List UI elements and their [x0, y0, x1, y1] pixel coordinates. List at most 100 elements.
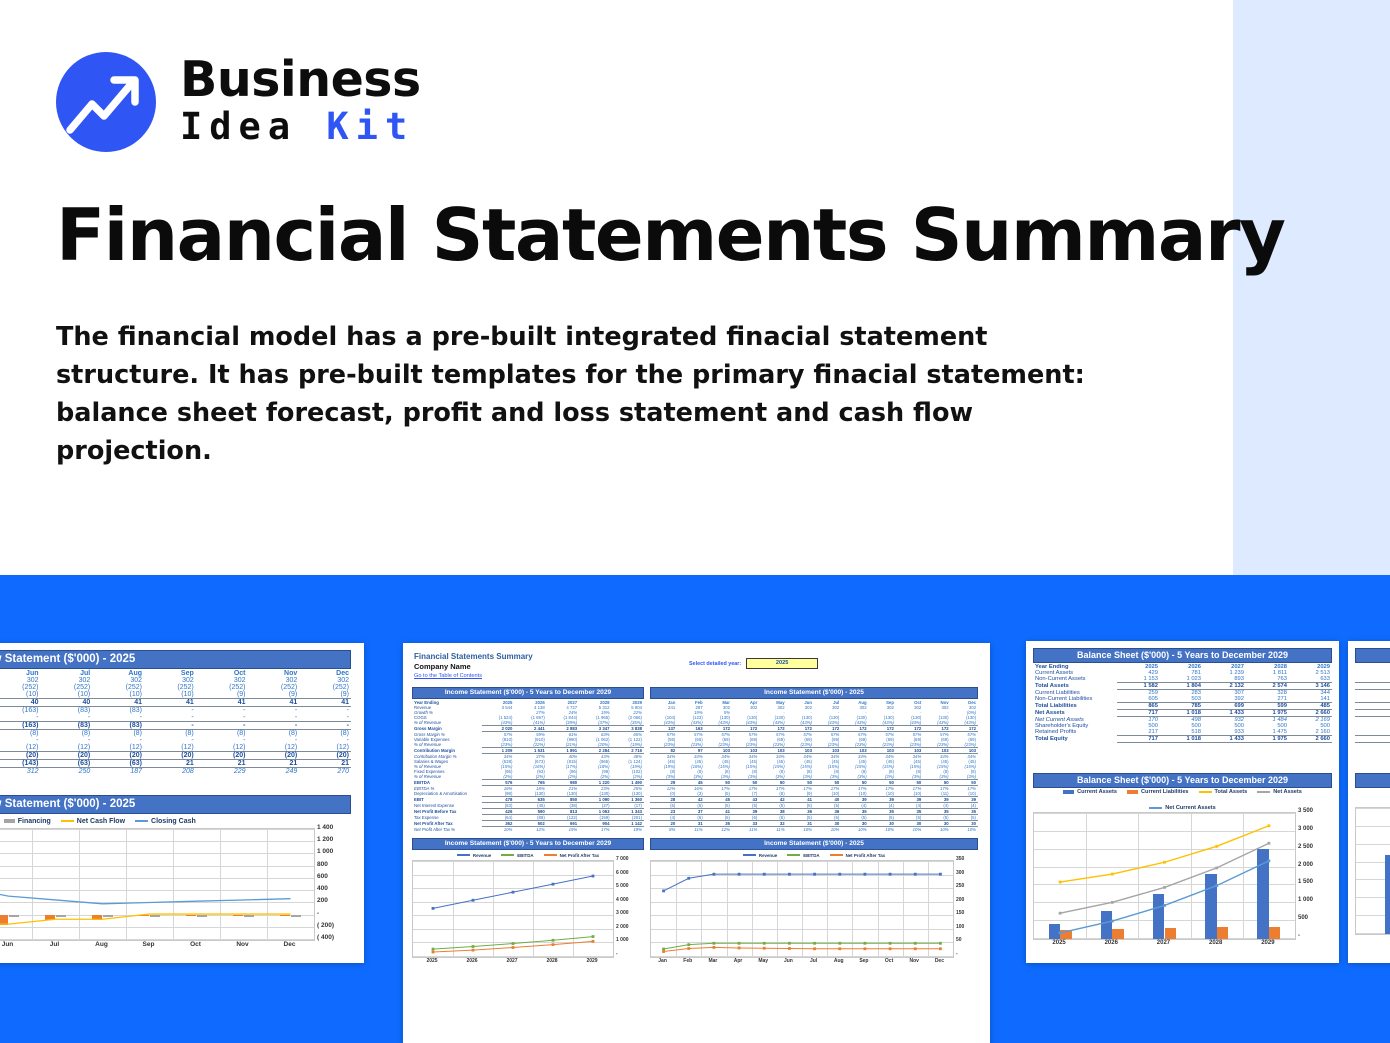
table-cell: 10% [803, 827, 812, 832]
annual-income-statement-table: Year Ending 2025 2026 2027 2028 2029 Revenue 3 … [412, 700, 644, 832]
legend-label: Closing Cash [151, 817, 196, 825]
cash-flow-screenshot[interactable]: Cash Flow Statement ($'000) - 2025 MayJu… [0, 643, 364, 963]
year-selector-input[interactable]: 2025 [746, 658, 819, 669]
table-cell: (16%) [691, 764, 703, 769]
y-axis-tick: - [1298, 933, 1300, 939]
table-cell: (5) [834, 815, 840, 820]
series-marker [1215, 844, 1219, 848]
x-axis-tick: 2029 [586, 958, 598, 964]
table-cell: 485 [1289, 702, 1332, 710]
table-cell: 11% [694, 827, 703, 832]
table-cell: (3%) [775, 774, 785, 779]
series-marker [939, 872, 942, 876]
legend-swatch [787, 854, 801, 856]
table-cell: (12) [284, 744, 298, 751]
series-marker [511, 890, 515, 894]
bar [55, 915, 66, 917]
table-cell: 1 804 [1160, 682, 1203, 690]
legend-item: EBITDA [501, 853, 534, 858]
table-cell: (5) [943, 815, 949, 820]
table-cell: 5 904 [631, 705, 642, 710]
series-marker [431, 950, 435, 954]
table-cell: 2027 [1231, 664, 1244, 670]
gridline [1356, 861, 1390, 863]
table-cell: 40% [568, 754, 578, 759]
page-description: The financial model has a pre-built inte… [56, 322, 1085, 466]
monthly-income-statement: Income Statement ($'000) - 2025 Jan Feb Ma… [650, 687, 978, 832]
series-marker [471, 948, 475, 952]
table-cell: (5) [916, 815, 922, 820]
table-cell: 518 [1191, 729, 1201, 735]
table-cell: 34% [830, 754, 840, 759]
table-cell: 17% [600, 827, 610, 832]
series-marker [788, 947, 791, 950]
table-cell: 50 [704, 779, 732, 786]
series-marker [888, 872, 892, 876]
table-cell: (3%) [693, 774, 703, 779]
gridline [0, 890, 314, 892]
hero-accent-panel [1233, 0, 1390, 575]
balance-sheet-screenshot[interactable]: Balance Sheet ($'000) - 5 Years to Decem… [1026, 641, 1339, 963]
y-axis-tick: 1 000 [616, 937, 629, 944]
gridline-vertical [79, 829, 80, 940]
monthly-income-chart-legend: Revenue EBITDA Net Profit After Tax [650, 850, 978, 860]
table-row: (5) (5) (5) (5) (5) (5) (5) (4) (4) (4) (4) (4) [650, 803, 978, 809]
table-cell: 3 838 [611, 725, 644, 732]
gridline-vertical [676, 861, 678, 957]
table-row: (163)(163)(83)(83)---- [0, 707, 351, 714]
table-row: EBITDA % 16% 18% 21% 23% 25% [412, 786, 644, 791]
legend-swatch [1126, 790, 1138, 794]
plot-area [1033, 812, 1296, 940]
table-cell: Jun [804, 700, 812, 705]
legend-swatch [3, 819, 15, 823]
x-axis-tick: Sep [142, 941, 155, 948]
table-cell: 172 [813, 725, 842, 732]
table-row: Growth % 27% 24% 19% 22% [412, 710, 644, 715]
table-cell: (45) [667, 759, 676, 764]
table-cell: 41 [144, 698, 196, 707]
year-selector[interactable]: Select detailed year: 2025 [689, 658, 819, 669]
row-label: Non-Current Liabilities [1035, 696, 1093, 703]
balance-sheet-monthly-screenshot[interactable]: Jan1 1741241 297936927865121 08150012512… [1348, 641, 1390, 963]
table-cell: (35%) [630, 720, 642, 725]
x-axis-tick: Sep [859, 958, 869, 964]
brand-name-primary: Business [180, 51, 421, 108]
table-row: Gross Margin % 57% 59% 61% 63% 65% [412, 732, 644, 737]
table-cell: (2%) [535, 774, 545, 779]
table-row: Shareholder's Equity 500 500 500 500 500 [1033, 723, 1332, 729]
table-cell: 57% [776, 732, 785, 737]
bar [0, 915, 9, 926]
table-of-contents-link[interactable]: Go to the Table of Contents [414, 673, 482, 679]
financial-summary-screenshot[interactable]: Financial Statements Summary Company Nam… [403, 643, 990, 1043]
cash-flow-chart-title: Cash Flow Statement ($'000) - 2025 [0, 795, 351, 814]
table-cell: 50 [868, 779, 896, 786]
gridline-vertical [493, 861, 494, 957]
series-marker [551, 943, 555, 947]
table-cell: 1 582 [1117, 682, 1160, 690]
table-cell: 2028 [600, 700, 610, 705]
table-cell: 22% [633, 710, 642, 715]
y-axis-tick: 300 [956, 869, 965, 876]
table-cell: 1 975 [1246, 735, 1289, 743]
y-axis-tick: - [317, 909, 320, 917]
gridline [1034, 902, 1295, 904]
table-cell: (130) [911, 715, 922, 720]
table-cell: 35 [950, 808, 978, 815]
table-row: (4) (6) (6) (6) (6) (5) (5) (5) (5) (5) (5) (5) [650, 815, 978, 821]
monthly-income-statement-title: Income Statement ($'000) - 2025 [650, 687, 978, 699]
table-cell: - [346, 707, 349, 714]
table-cell: (6) [724, 815, 730, 820]
monthly-income-chart-title: Income Statement ($'000) - 2025 [650, 838, 978, 850]
table-cell: 2 660 [1289, 735, 1332, 743]
table-cell: 25% [633, 786, 642, 791]
table-row: Year Ending 2025 2026 2027 2028 2029 [412, 700, 644, 705]
table-cell: 34% [721, 754, 730, 759]
year-selector-label: Select detailed year: [689, 660, 742, 667]
series-line [663, 942, 941, 950]
series-line [663, 873, 941, 892]
table-cell: 4 727 [566, 705, 578, 710]
table-cell: (98) [504, 791, 513, 796]
legend-label: EBITDA [803, 852, 820, 858]
table-cell: 576 [482, 779, 515, 786]
table-cell: (8) [724, 769, 730, 774]
